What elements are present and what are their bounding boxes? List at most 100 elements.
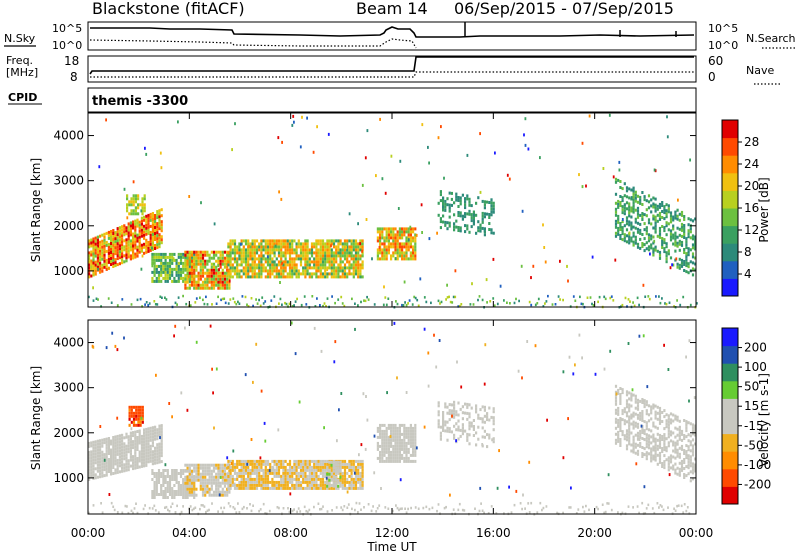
- scatter-cell: [160, 280, 162, 283]
- scatter-cell: [106, 471, 108, 474]
- scatter-cell: [195, 470, 197, 473]
- scatter-cell: [154, 432, 156, 435]
- scatter-cell: [405, 242, 407, 245]
- scatter-cell: [655, 207, 657, 210]
- scatter-cell: [335, 464, 337, 467]
- scatter-cell: [301, 116, 303, 119]
- scatter-cell: [593, 304, 595, 307]
- scatter-cell: [150, 234, 152, 237]
- scatter-cell: [121, 225, 123, 228]
- scatter-cell: [143, 219, 145, 222]
- scatter-cell: [337, 242, 339, 245]
- scatter-cell: [147, 226, 149, 229]
- scatter-cell: [110, 467, 112, 470]
- scatter-cell: [468, 427, 470, 430]
- scatter-cell: [617, 227, 619, 230]
- scatter-cell: [220, 254, 222, 257]
- scatter-cell: [132, 443, 134, 446]
- scatter-cell: [287, 463, 289, 466]
- scatter-cell: [276, 266, 278, 269]
- scatter-cell: [615, 181, 617, 184]
- scatter-cell: [282, 272, 284, 275]
- scatter-cell: [362, 472, 364, 475]
- scatter-cell: [359, 245, 361, 248]
- scatter-cell: [278, 242, 280, 245]
- scatter-cell: [291, 251, 293, 254]
- scatter-cell: [414, 454, 416, 457]
- scatter-cell: [307, 484, 309, 487]
- scatter-cell: [326, 245, 328, 248]
- scatter-cell: [117, 438, 119, 441]
- scatter-cell: [286, 303, 288, 306]
- scatter-cell: [202, 476, 204, 479]
- scatter-cell: [353, 269, 355, 272]
- scatter-cell: [293, 239, 295, 242]
- scatter-cell: [101, 472, 103, 475]
- scatter-cell: [320, 257, 322, 260]
- scatter-cell: [633, 190, 635, 193]
- scatter-cell: [114, 246, 116, 249]
- scatter-cell: [490, 213, 492, 216]
- scatter-cell: [291, 481, 293, 484]
- scatter-cell: [215, 275, 217, 278]
- scatter-cell: [609, 350, 611, 353]
- scatter-cell: [320, 460, 322, 463]
- scatter-cell: [333, 254, 335, 257]
- scatter-cell: [379, 239, 381, 242]
- scatter-cell: [399, 242, 401, 245]
- scatter-cell: [291, 239, 293, 242]
- scatter-cell: [249, 251, 251, 254]
- scatter-cell: [359, 254, 361, 257]
- scatter-cell: [542, 223, 544, 226]
- scatter-cell: [333, 467, 335, 470]
- scatter-cell: [672, 450, 674, 453]
- scatter-cell: [161, 226, 163, 229]
- scatter-cell: [178, 268, 180, 271]
- scatter-cell: [291, 266, 293, 269]
- scatter-cell: [641, 212, 643, 215]
- scatter-cell: [615, 214, 617, 217]
- scatter-cell: [648, 200, 650, 203]
- scatter-cell: [692, 423, 694, 426]
- scatter-cell: [195, 494, 197, 497]
- scatter-cell: [628, 298, 630, 301]
- scatter-cell: [245, 481, 247, 484]
- scatter-cell: [230, 272, 232, 275]
- scatter-cell: [405, 257, 407, 260]
- scatter-cell: [421, 203, 423, 206]
- scatter-cell: [230, 239, 232, 242]
- scatter-cell: [324, 245, 326, 248]
- scatter-cell: [681, 463, 683, 466]
- scatter-cell: [165, 478, 167, 481]
- scatter-cell: [603, 167, 605, 170]
- scatter-cell: [269, 272, 271, 275]
- scatter-cell: [280, 298, 282, 301]
- scatter-cell: [455, 226, 457, 229]
- scatter-cell: [628, 220, 630, 223]
- scatter-cell: [280, 257, 282, 260]
- scatter-cell: [630, 189, 632, 192]
- scatter-cell: [206, 263, 208, 266]
- scatter-cell: [386, 448, 388, 451]
- scatter-cell: [468, 210, 470, 213]
- scatter-cell: [200, 201, 202, 204]
- scatter-cell: [231, 148, 233, 151]
- scatter-cell: [156, 478, 158, 481]
- scatter-cell: [229, 298, 231, 301]
- scatter-cell: [99, 448, 101, 451]
- scatter-cell: [313, 472, 315, 475]
- scatter-cell: [410, 245, 412, 248]
- scatter-cell: [390, 242, 392, 245]
- scatter-cell: [670, 220, 672, 223]
- scatter-cell: [187, 254, 189, 257]
- scatter-cell: [313, 266, 315, 269]
- scatter-cell: [650, 447, 652, 450]
- scatter-cell: [617, 410, 619, 413]
- scatter-cell: [141, 435, 143, 438]
- scatter-cell: [388, 233, 390, 236]
- scatter-cell: [467, 154, 469, 157]
- scatter-cell: [252, 381, 254, 384]
- scatter-cell: [451, 430, 453, 433]
- scatter-cell: [690, 464, 692, 467]
- scatter-cell: [206, 251, 208, 254]
